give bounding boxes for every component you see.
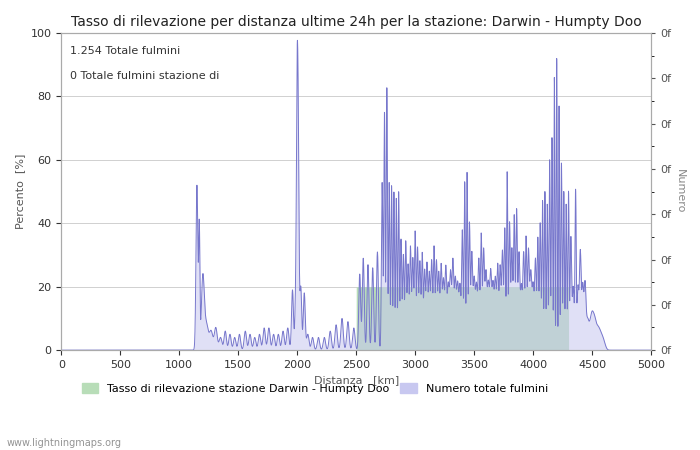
- Y-axis label: Numero: Numero: [675, 169, 685, 214]
- Y-axis label: Percento  [%]: Percento [%]: [15, 154, 25, 229]
- Legend: Tasso di rilevazione stazione Darwin - Humpty Doo, Numero totale fulmini: Tasso di rilevazione stazione Darwin - H…: [77, 379, 553, 399]
- Text: 0 Totale fulmini stazione di: 0 Totale fulmini stazione di: [70, 71, 220, 81]
- Title: Tasso di rilevazione per distanza ultime 24h per la stazione: Darwin - Humpty Do: Tasso di rilevazione per distanza ultime…: [71, 15, 642, 29]
- X-axis label: Distanza   [km]: Distanza [km]: [314, 375, 399, 386]
- Text: www.lightningmaps.org: www.lightningmaps.org: [7, 437, 122, 447]
- Text: 1.254 Totale fulmini: 1.254 Totale fulmini: [70, 45, 181, 56]
